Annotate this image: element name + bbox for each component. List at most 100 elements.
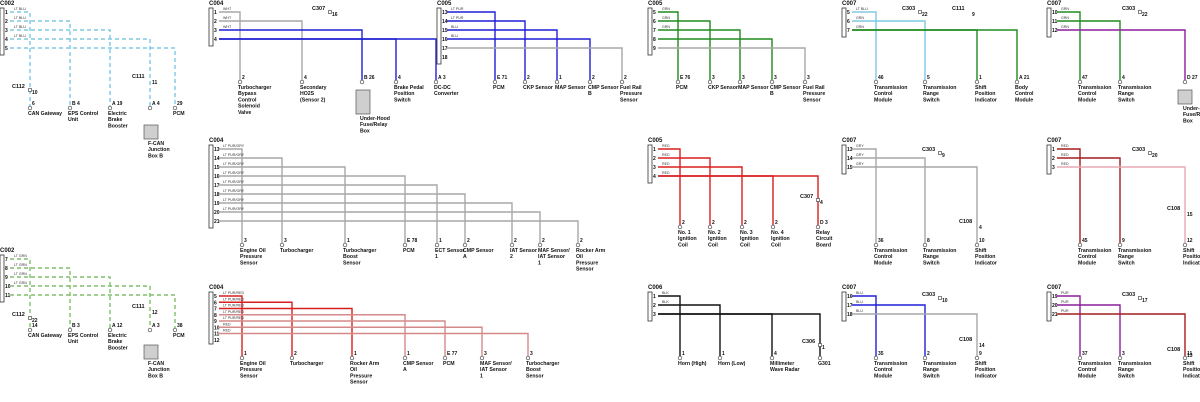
junction-pin: 11	[152, 80, 158, 86]
connector-pin: 20	[214, 210, 220, 216]
circuit-c007-9: C007123REDREDREDC30320C1081545Transmissi…	[1046, 138, 1200, 266]
wire	[1057, 157, 1121, 245]
terminal	[1182, 79, 1188, 85]
endpoint-pin: 11	[1187, 351, 1193, 357]
wire-color-label: LT PUR/RED	[223, 297, 244, 301]
wire	[658, 313, 773, 358]
connector-pin: 4	[214, 37, 217, 43]
terminal	[1117, 242, 1123, 248]
endpoint-pin: 9	[979, 351, 982, 357]
terminal	[1014, 79, 1020, 85]
wire	[1057, 313, 1186, 358]
endpoint-pin: 36	[878, 238, 884, 244]
endpoint-pin: 1	[722, 351, 725, 357]
connector-label: C005	[648, 1, 663, 7]
junction-label: C303	[922, 147, 935, 153]
wire	[10, 267, 71, 330]
wire	[219, 301, 293, 358]
wire	[447, 11, 496, 82]
connector-label: C007	[842, 285, 857, 291]
junction-marker	[1138, 296, 1142, 300]
wire	[219, 211, 541, 245]
wire	[852, 29, 1018, 82]
wire-color-label: LT BLU	[14, 34, 26, 38]
connector-pin: 13	[214, 147, 220, 153]
junction-marker	[1138, 10, 1142, 14]
connector-pin: 16	[847, 294, 853, 300]
connector-pin: 21	[214, 219, 220, 225]
connector-label: C002	[0, 1, 15, 7]
junction-label: C108	[959, 337, 972, 343]
junction-label: C112	[12, 312, 25, 318]
connector-pin: 4	[5, 37, 8, 43]
wire-color-label: PUR	[1061, 309, 1069, 313]
wire	[219, 332, 529, 358]
terminal	[172, 105, 178, 111]
terminal	[619, 79, 625, 85]
terminal	[509, 242, 515, 248]
wire-color-label: LT PUR/RED	[223, 316, 244, 320]
terminal	[1077, 242, 1083, 248]
endpoint-pin: 2	[294, 351, 297, 357]
connector-body	[647, 144, 653, 184]
wire	[658, 11, 679, 82]
endpoint-pin: 4	[304, 75, 307, 81]
wire	[219, 220, 579, 245]
endpoint-name: Transmission Range Switch	[923, 361, 956, 379]
junction-label: C306	[802, 339, 815, 345]
endpoint-name: Turbocharger Boost Sensor	[526, 361, 559, 379]
endpoint-pin: A 4	[152, 101, 160, 107]
endpoint-name: Body Control Module	[1015, 85, 1034, 103]
wire-color-label: RED	[223, 322, 231, 326]
terminal	[433, 79, 439, 85]
wire	[219, 175, 406, 245]
terminal	[107, 105, 113, 111]
junction-label: C108	[1167, 347, 1180, 353]
connector-body	[841, 7, 847, 38]
wire	[852, 166, 978, 245]
wire	[219, 38, 437, 82]
connector-pin: 11	[1052, 19, 1058, 25]
terminal	[815, 224, 821, 230]
endpoint-name: Transmission Control Module	[1078, 85, 1111, 103]
terminal	[873, 79, 879, 85]
wire-color-label: BLU	[451, 34, 458, 38]
wire-color-label: LT PUR/GRY	[223, 198, 245, 202]
wire-color-label: RED	[662, 153, 670, 157]
terminal	[1182, 355, 1188, 361]
endpoint-name: IAT Sensor 2	[510, 248, 537, 260]
terminal	[107, 327, 113, 333]
wire	[852, 20, 926, 82]
wire	[852, 29, 978, 82]
wire	[852, 304, 926, 358]
endpoint-pin: 2	[242, 75, 245, 81]
terminal	[279, 242, 285, 248]
endpoint-pin: 2	[580, 238, 583, 244]
junction-pin: 9	[972, 12, 975, 18]
terminal	[554, 79, 560, 85]
junction-marker	[938, 151, 942, 155]
endpoint-name: Turbocharger Bypass Control Solenoid Valve	[238, 85, 271, 116]
endpoint-pin: 1	[347, 238, 350, 244]
wire-color-label: PUR	[1061, 291, 1069, 295]
endpoint-name: Rocker Arm Oil Pressure Sensor	[350, 361, 380, 386]
connector-pin: 15	[214, 165, 220, 171]
connector-pin: 3	[214, 28, 217, 34]
endpoint-pin: 1	[244, 351, 247, 357]
endpoint-name: EPS Control Unit	[68, 111, 99, 123]
connector-body	[1046, 7, 1052, 38]
endpoint-pin: 2	[775, 220, 778, 226]
junction-pin: 9	[942, 153, 945, 159]
wire	[219, 320, 446, 358]
wire	[219, 11, 241, 82]
terminal	[299, 79, 305, 85]
junction-pin: 10	[942, 298, 948, 304]
terminal	[147, 327, 153, 333]
endpoint-name: CMP Sensor A	[463, 248, 493, 260]
wire-color-label: BLK	[662, 300, 669, 304]
endpoint-pin: 8	[927, 238, 930, 244]
connector-pin: 12	[214, 338, 220, 344]
